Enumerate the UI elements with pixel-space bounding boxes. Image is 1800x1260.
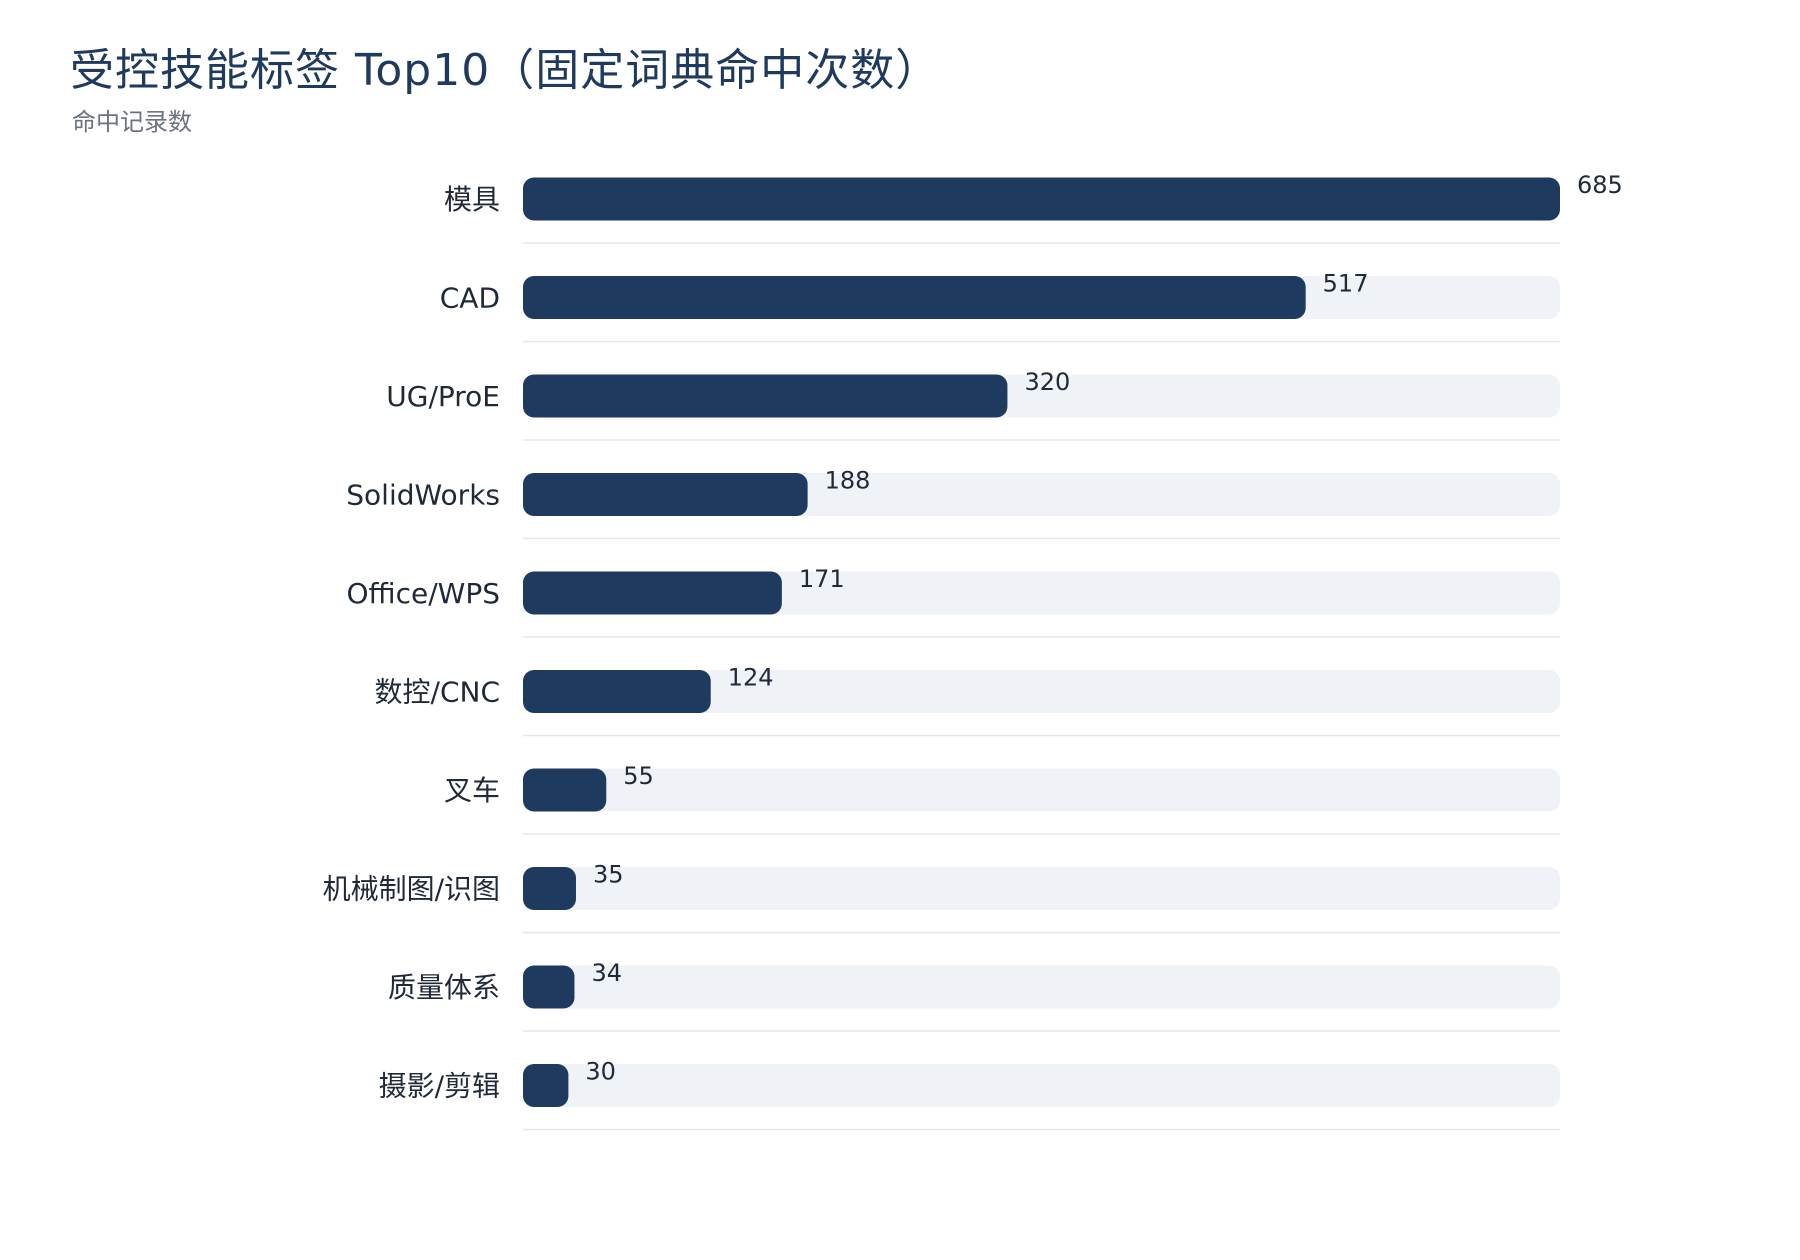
category-label: 模具: [444, 183, 500, 216]
category-label: CAD: [440, 282, 500, 315]
bar: [523, 473, 808, 516]
bar-track: [523, 768, 1560, 812]
bar: [523, 177, 1560, 221]
category-label: 机械制图/识图: [323, 873, 500, 906]
bar: [523, 571, 782, 615]
bar: [523, 1064, 569, 1107]
bar: [523, 965, 575, 1009]
value-label: 35: [593, 861, 624, 889]
value-label: 55: [623, 762, 654, 790]
value-label: 34: [591, 959, 622, 987]
category-label: Office/WPS: [346, 577, 500, 610]
bar: [523, 276, 1306, 319]
bar-track: [523, 571, 1560, 615]
value-label: 517: [1323, 270, 1369, 298]
bar-track: [523, 1064, 1560, 1107]
value-label: 685: [1577, 171, 1623, 199]
category-label: 叉车: [444, 774, 500, 807]
value-label: 188: [825, 467, 871, 495]
bar-track: [523, 670, 1560, 713]
chart-subtitle: 命中记录数: [72, 108, 192, 136]
value-label: 320: [1024, 368, 1070, 396]
category-label: 数控/CNC: [375, 676, 500, 709]
chart-title: 受控技能标签 Top10（固定词典命中次数）: [70, 45, 941, 96]
category-label: 质量体系: [388, 971, 500, 1004]
bar-track: [523, 867, 1560, 910]
bar: [523, 867, 576, 910]
value-label: 124: [728, 664, 774, 692]
bar: [523, 768, 607, 812]
value-label: 30: [585, 1058, 616, 1086]
bar: [523, 670, 711, 713]
bar: [523, 374, 1008, 418]
category-label: SolidWorks: [346, 479, 500, 512]
category-label: UG/ProE: [386, 380, 500, 413]
value-label: 171: [799, 565, 845, 593]
category-label: 摄影/剪辑: [379, 1070, 500, 1103]
bar-track: [523, 965, 1560, 1009]
